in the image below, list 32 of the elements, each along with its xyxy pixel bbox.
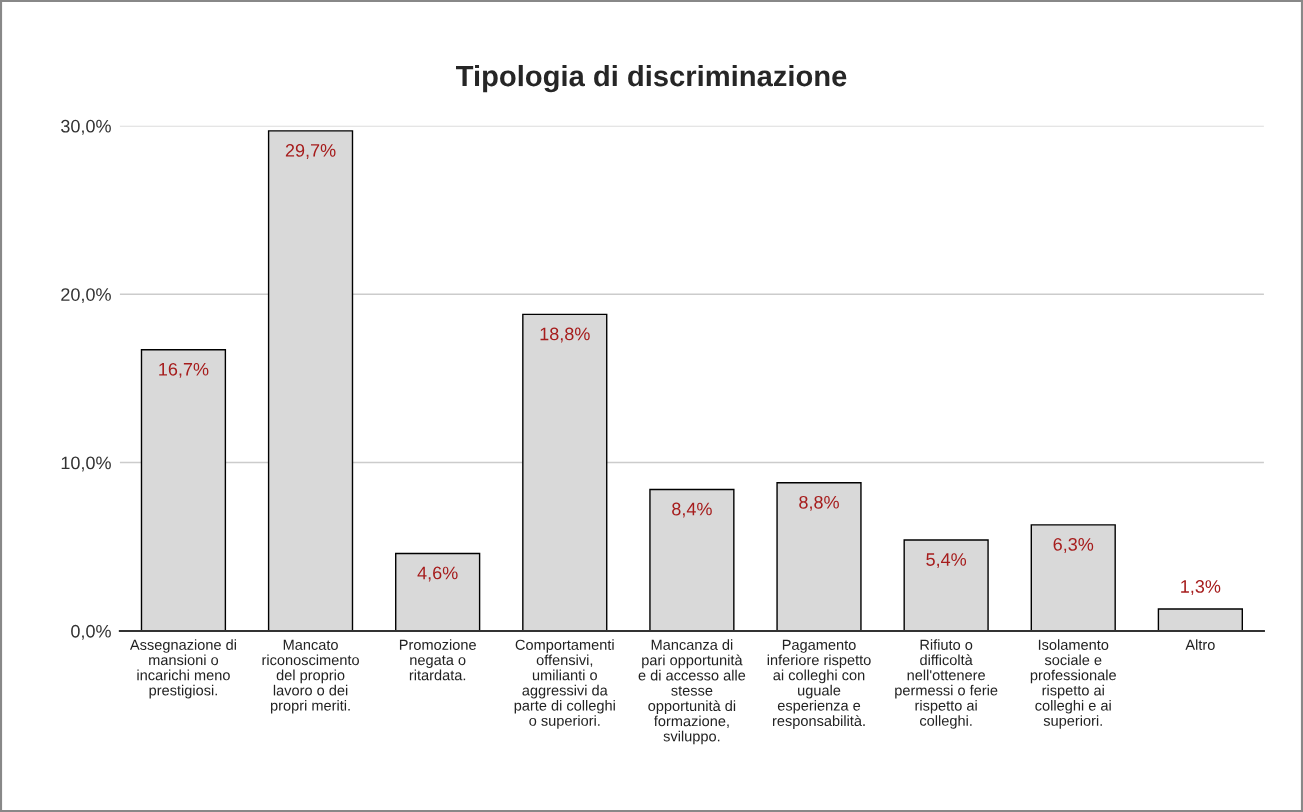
bar (649, 488, 735, 631)
y-tick-label: 30,0% (61, 119, 111, 135)
bar (776, 482, 862, 631)
data-label: 8,4% (672, 502, 712, 518)
data-label: 16,7% (159, 362, 209, 378)
x-tick-label: Pagamento inferiore rispetto ai colleghi con uguale esperienza e responsabilità. (767, 639, 871, 729)
bar (522, 313, 608, 631)
x-tick-label: Mancanza di pari opportunità e di accesso alle stesse opportunità di formazione, sviluppo. (638, 639, 746, 745)
chart-title: Tipologia di discriminazione (456, 64, 847, 93)
data-label: 4,6% (417, 566, 458, 582)
data-label: 8,8% (799, 495, 839, 511)
x-tick-label: Rifiuto o difficoltà nell'ottenere permessi o ferie rispetto ai colleghi. (895, 639, 998, 729)
x-tick-label: Altro (1185, 639, 1215, 650)
x-tick-label: Comportamenti offensivi, umilianti o aggressivi da parte di colleghi o superiori. (514, 639, 615, 729)
bar (267, 130, 354, 631)
y-tick-label: 0,0% (71, 624, 111, 640)
data-label: 18,8% (540, 327, 590, 343)
x-tick-label: Isolamento sociale e professionale rispetto ai colleghi e ai superiori. (1030, 639, 1116, 729)
data-label: 29,7% (285, 144, 336, 159)
bar (1157, 608, 1243, 631)
data-label: 5,4% (926, 553, 967, 569)
y-tick-label: 20,0% (61, 288, 111, 304)
bar (140, 349, 227, 631)
bar (395, 552, 481, 631)
bar (903, 539, 989, 631)
x-tick-label: Promozione negata o ritardata. (399, 639, 476, 681)
bar (1030, 524, 1116, 631)
x-tick-label: Mancato riconoscimento del proprio lavoro o dei propri meriti. (262, 639, 359, 714)
data-label: 1,3% (1181, 580, 1221, 595)
y-tick-label: 10,0% (61, 456, 111, 472)
data-label: 6,3% (1053, 537, 1094, 553)
x-tick-label: Assegnazione di mansioni o incarichi meno prestigiosi. (129, 639, 236, 699)
